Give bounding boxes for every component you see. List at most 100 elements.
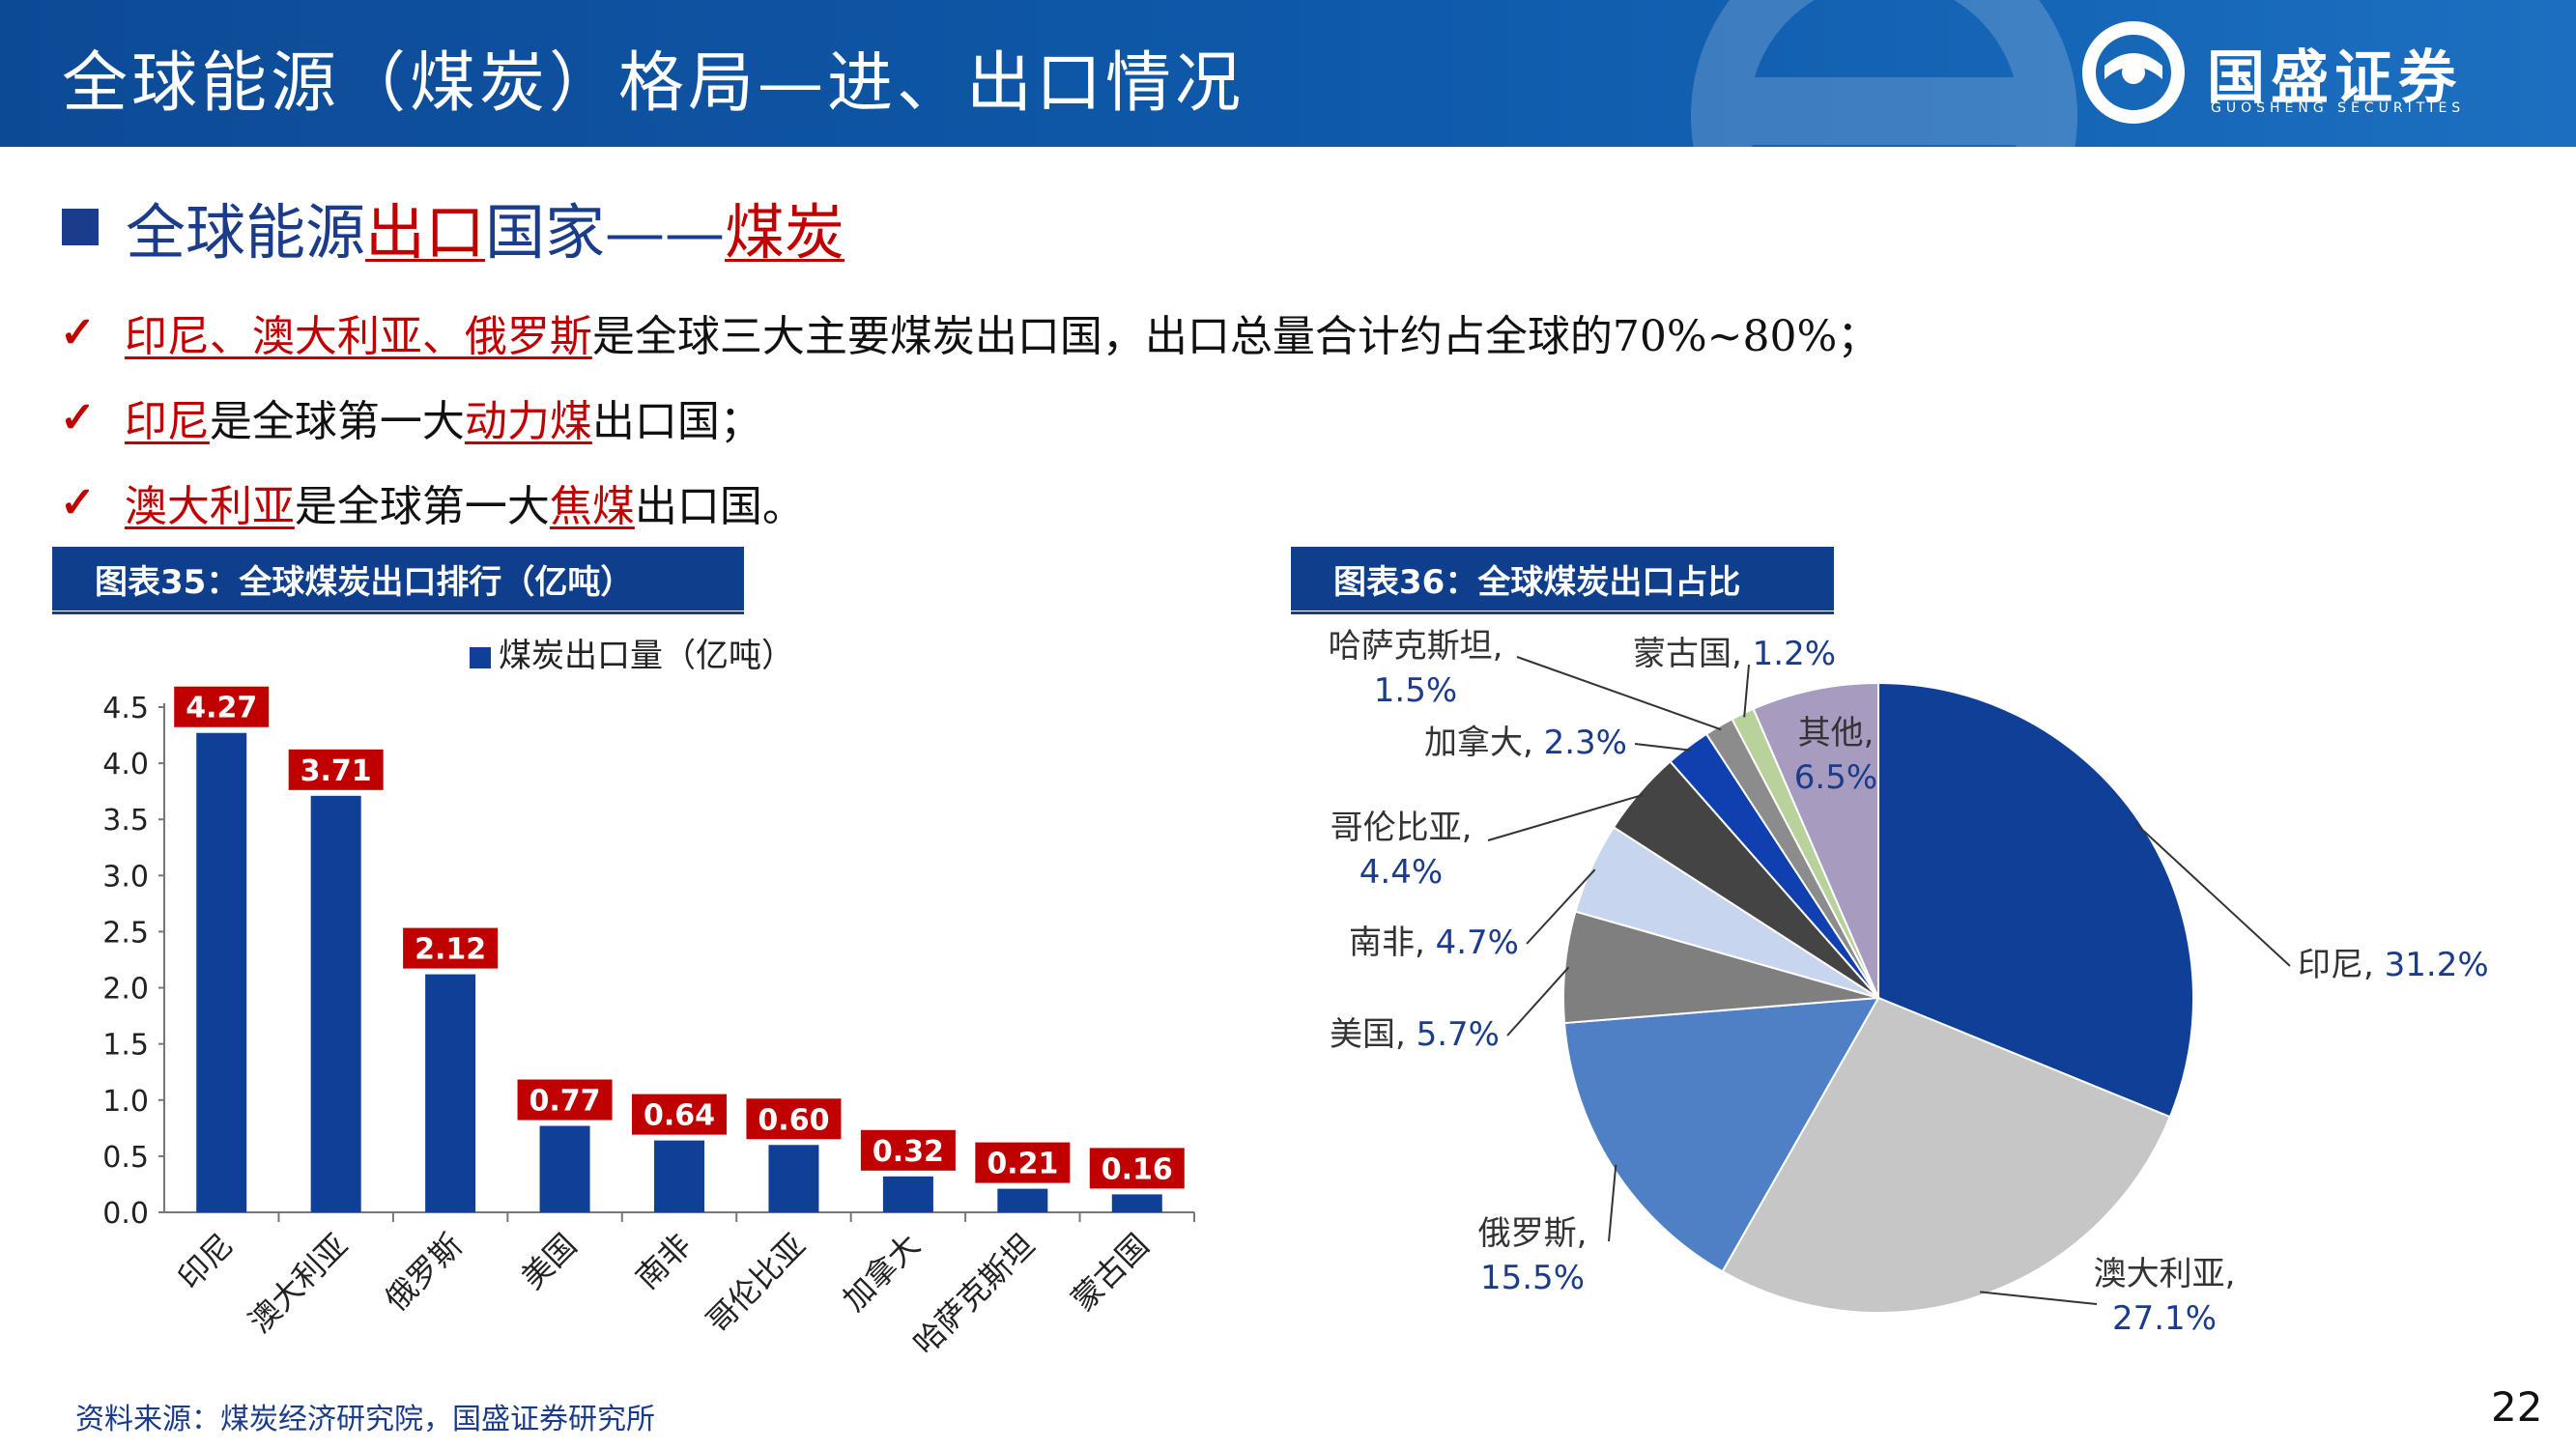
data-label: 0.60 xyxy=(758,1103,829,1137)
leader-line xyxy=(2135,823,2291,967)
pie-label-category: 蒙古国, xyxy=(1633,635,1753,673)
bullet-highlight: 澳大利亚 xyxy=(124,482,295,531)
data-label: 0.77 xyxy=(530,1085,601,1119)
pie-label-value: 27.1% xyxy=(2112,1299,2217,1338)
bullet-highlight: 印尼 xyxy=(124,397,210,446)
pie-label-value: 1.5% xyxy=(1374,671,1457,710)
y-tick-label: 1.0 xyxy=(102,1085,149,1119)
logo-subtitle: GUOSHENG SECURITIES xyxy=(2211,100,2466,116)
section-title-prefix: 全球能源 xyxy=(126,197,366,268)
data-label-box xyxy=(288,749,384,790)
pie-label: 印尼, 31.2% xyxy=(2298,946,2489,984)
data-label: 4.27 xyxy=(186,692,257,725)
pie-label-value: 15.5% xyxy=(1480,1259,1585,1297)
pie-label: 澳大利亚, 27.1% xyxy=(2094,1255,2236,1338)
bullet-text-2: 出口国； xyxy=(591,397,762,446)
y-tick-label: 3.0 xyxy=(102,860,149,894)
x-tick-label: 加拿大 xyxy=(836,1227,928,1319)
pie-label-category: 澳大利亚, xyxy=(2094,1255,2236,1293)
leader-line xyxy=(1608,1164,1617,1242)
pie-label-value: 5.7% xyxy=(1417,1015,1500,1054)
bar xyxy=(1111,1194,1162,1212)
pie-label-category: 加拿大, xyxy=(1424,724,1544,762)
y-tick-label: 4.0 xyxy=(102,748,149,781)
pie-label: 俄罗斯, 15.5% xyxy=(1478,1214,1588,1297)
bar xyxy=(882,1176,933,1212)
pie-label: 蒙古国, 1.2% xyxy=(1633,635,1836,673)
pie-label: 美国, 5.7% xyxy=(1330,1015,1500,1054)
bullet-list: ✓ 印尼、澳大利亚、俄罗斯 是全球三大主要煤炭出口国，出口总量合计约占全球的70… xyxy=(60,290,1879,545)
header-decoration xyxy=(1691,0,2077,147)
leader-line xyxy=(1487,793,1644,841)
data-label: 0.32 xyxy=(873,1135,944,1169)
data-label-box xyxy=(517,1079,613,1121)
pie-label: 其他, 6.5% xyxy=(1794,714,1877,797)
bullet-item: ✓ 印尼、澳大利亚、俄罗斯 是全球三大主要煤炭出口国，出口总量合计约占全球的70… xyxy=(60,290,1879,375)
data-label: 0.64 xyxy=(644,1099,715,1133)
figure-35-label: 图表35：全球煤炭出口排行（亿吨） xyxy=(52,547,744,614)
bar xyxy=(539,1125,590,1212)
pie-label-value: 31.2% xyxy=(2385,946,2489,984)
pie-slice xyxy=(1752,681,1879,999)
pie-label-value: 1.2% xyxy=(1753,635,1836,673)
y-tick-label: 1.5 xyxy=(102,1029,149,1063)
bar xyxy=(768,1145,819,1212)
x-tick-label: 哥伦比亚 xyxy=(700,1227,813,1340)
pie-label: 哈萨克斯坦, 1.5% xyxy=(1329,627,1503,710)
bar xyxy=(425,974,476,1212)
leader-line xyxy=(1516,656,1722,731)
y-tick-label: 0.5 xyxy=(102,1141,149,1175)
section-title-highlight-coal: 煤炭 xyxy=(725,197,845,268)
bullet-highlight-2: 焦煤 xyxy=(549,482,635,531)
x-tick-label: 哈萨克斯坦 xyxy=(906,1227,1042,1362)
bar xyxy=(997,1188,1048,1212)
pie-label: 哥伦比亚, 4.4% xyxy=(1331,809,1473,892)
data-label: 0.16 xyxy=(1102,1152,1173,1186)
bullet-text: 是全球第一大 xyxy=(294,482,550,531)
bullet-item: ✓ 澳大利亚 是全球第一大 焦煤 出口国。 xyxy=(60,460,1879,545)
logo-name: 国盛证券 xyxy=(2207,44,2462,112)
logo-icon xyxy=(2082,21,2185,124)
company-logo: 国盛证券 GUOSHENG SECURITIES xyxy=(2077,19,2503,126)
leader-line xyxy=(1526,868,1596,945)
legend-label: 煤炭出口量（亿吨） xyxy=(499,637,794,675)
y-tick-label: 2.5 xyxy=(102,916,149,950)
data-label-box xyxy=(403,927,499,969)
header-banner: 全球能源（煤炭）格局—进、出口情况 国盛证券 GUOSHENG SECURITI… xyxy=(0,0,2576,147)
pie-label-value: 6.5% xyxy=(1794,758,1877,797)
check-icon: ✓ xyxy=(60,392,96,442)
x-tick-label: 蒙古国 xyxy=(1065,1227,1157,1319)
x-tick-label: 美国 xyxy=(514,1227,584,1296)
bar-legend: 煤炭出口量（亿吨） xyxy=(470,637,794,675)
leader-line xyxy=(1634,743,1691,752)
data-label-box xyxy=(860,1129,956,1171)
pie-label-category: 哥伦比亚, xyxy=(1331,809,1473,847)
data-label-box xyxy=(1089,1148,1185,1189)
data-label-box xyxy=(632,1094,727,1135)
y-tick-label: 4.5 xyxy=(102,692,149,725)
check-icon: ✓ xyxy=(60,477,96,527)
section-title-middle: 国家—— xyxy=(485,197,726,268)
x-tick-label: 南非 xyxy=(629,1227,699,1296)
pie-label-category: 其他, xyxy=(1798,714,1875,753)
section-title: 全球能源 出口 国家—— 煤炭 xyxy=(62,184,844,270)
x-tick-label: 俄罗斯 xyxy=(378,1227,470,1319)
x-tick-label: 印尼 xyxy=(171,1227,241,1296)
data-label-box xyxy=(975,1142,1071,1183)
bar xyxy=(196,732,247,1212)
pie-slice xyxy=(1877,681,2194,1119)
pie-label-value: 4.4% xyxy=(1360,853,1443,892)
pie-label-category: 南非, xyxy=(1349,923,1436,962)
bullet-item: ✓ 印尼 是全球第一大 动力煤 出口国； xyxy=(60,375,1879,460)
pie-label-value: 4.7% xyxy=(1436,923,1519,962)
y-tick-label: 0.0 xyxy=(102,1197,149,1231)
x-tick-label: 澳大利亚 xyxy=(242,1227,355,1340)
page-number: 22 xyxy=(2491,1383,2543,1431)
data-label-box xyxy=(746,1098,842,1140)
bar xyxy=(310,795,361,1212)
leader-line xyxy=(1506,966,1570,1037)
pie-label: 南非, 4.7% xyxy=(1349,923,1519,962)
bullet-text-2: 出口国。 xyxy=(634,482,805,531)
bar xyxy=(654,1140,704,1212)
pie-label-category: 哈萨克斯坦, xyxy=(1329,627,1503,666)
